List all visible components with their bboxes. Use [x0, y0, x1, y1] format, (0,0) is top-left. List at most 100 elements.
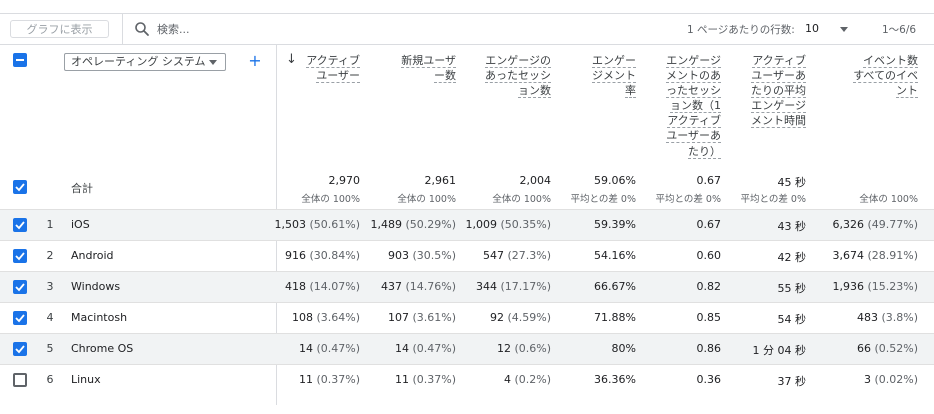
- row-dimension-value: Macintosh: [71, 311, 128, 324]
- show-in-graph-button[interactable]: グラフに表示: [10, 20, 109, 38]
- column-header-text: エンゲー: [592, 54, 636, 68]
- cell-percent: (49.77%): [863, 218, 918, 231]
- column-header-1[interactable]: アクティブ ユーザー: [290, 53, 360, 84]
- row-checkbox[interactable]: [13, 342, 27, 356]
- table-cell: 547 (27.3%): [441, 249, 551, 262]
- table-cell: 66 (0.52%): [808, 342, 918, 355]
- add-dimension-button[interactable]: +: [248, 51, 262, 70]
- table-cell: 92 (4.59%): [441, 311, 551, 324]
- cell-value: 1,489: [370, 218, 402, 231]
- row-number: 6: [46, 373, 54, 386]
- cell-percent: (0.47%): [408, 342, 456, 355]
- table-cell: 36.36%: [526, 373, 636, 386]
- table-row[interactable]: 6 Linux 11 (0.37%) 11 (0.37%) 4 (0.2%) 36.36%…: [0, 364, 934, 395]
- table-cell: 12 (0.6%): [441, 342, 551, 355]
- cell-value: 6,326: [832, 218, 864, 231]
- table-cell: 0.82: [611, 280, 722, 293]
- table-row[interactable]: 4 Macintosh 108 (3.64%) 107 (3.61%) 92 (4.59…: [0, 302, 934, 333]
- rows-per-page-select[interactable]: 10: [805, 22, 819, 35]
- cell-value: 0.85: [696, 311, 722, 324]
- cell-value: 483: [856, 311, 878, 324]
- check-icon: [15, 252, 25, 261]
- search-input[interactable]: [157, 20, 317, 38]
- row-checkbox[interactable]: [13, 280, 27, 294]
- column-header-7[interactable]: イベント数 すべてのイベント: [843, 53, 918, 99]
- table-cell: 1,503 (50.61%): [250, 218, 360, 231]
- check-icon: [15, 345, 25, 354]
- row-number: 2: [46, 249, 54, 262]
- cell-value: 1 分 04 秒: [752, 344, 807, 357]
- table-cell: 11 (0.37%): [250, 373, 360, 386]
- table-cell: 0.85: [611, 311, 722, 324]
- column-header-text: ジメント: [592, 69, 636, 84]
- table-cell: 6,326 (49.77%): [808, 218, 918, 231]
- table-toolbar: グラフに表示 1 ページあたりの行数: 10 1〜6/6: [0, 13, 934, 45]
- cell-value: 0.82: [696, 280, 722, 293]
- row-number: 4: [46, 311, 54, 324]
- cell-percent: (50.35%): [496, 218, 551, 231]
- cell-value: 903: [387, 249, 409, 262]
- chevron-down-icon[interactable]: [840, 27, 848, 32]
- table-cell: 37 秒: [696, 373, 807, 389]
- cell-value: 80%: [611, 342, 636, 355]
- column-header-text: たり）: [688, 144, 721, 159]
- cell-value: 0.60: [696, 249, 722, 262]
- check-icon: [15, 221, 25, 230]
- total-subtext: 全体の 100%: [492, 194, 551, 205]
- total-value: 2,004: [519, 174, 552, 187]
- row-checkbox[interactable]: [13, 311, 27, 325]
- cell-value: 42 秒: [777, 251, 807, 264]
- column-header-text: すべてのイベント: [853, 69, 918, 99]
- cell-value: 54.16%: [594, 249, 636, 262]
- cell-value: 55 秒: [777, 282, 807, 295]
- dimension-select[interactable]: オペレーティング システム: [64, 53, 226, 71]
- row-checkbox[interactable]: [13, 373, 27, 387]
- column-header-4[interactable]: エンゲー ジメント率: [586, 53, 636, 99]
- column-header-5[interactable]: エンゲージ メントのあ ったセッシ ョン数（1 アクティブ ユーザーあ たり）: [661, 53, 721, 159]
- table-row[interactable]: 1 iOS 1,503 (50.61%) 1,489 (50.29%) 1,009 (5…: [0, 209, 934, 240]
- table-row[interactable]: 2 Android 916 (30.84%) 903 (30.5%) 547 (27.3…: [0, 240, 934, 271]
- cell-percent: (3.64%): [312, 311, 360, 324]
- totals-checkbox[interactable]: [13, 180, 27, 194]
- table-cell: 55 秒: [696, 280, 807, 296]
- row-checkbox[interactable]: [13, 249, 27, 263]
- cell-percent: (28.91%): [863, 249, 918, 262]
- total-value: 0.67: [696, 174, 722, 187]
- cell-percent: (3.8%): [877, 311, 918, 324]
- cell-value: 14: [298, 342, 313, 355]
- cell-value: 344: [475, 280, 497, 293]
- total-value: 45 秒: [777, 176, 807, 189]
- column-header-text: ョン数（1: [670, 99, 721, 114]
- table-cell: 0.36: [611, 373, 722, 386]
- select-all-checkbox[interactable]: [13, 53, 27, 67]
- cell-percent: (50.61%): [305, 218, 360, 231]
- cell-value: 0.86: [696, 342, 722, 355]
- cell-value: 66: [856, 342, 871, 355]
- column-header-6[interactable]: アクティブ ユーザーあ たりの平均 エンゲージ メント時間: [746, 53, 806, 129]
- total-subtext: 平均との差 0%: [740, 194, 807, 205]
- arrow-down-icon[interactable]: ↓: [286, 52, 297, 67]
- cell-value: 3: [863, 373, 871, 386]
- cell-value: 3,674: [832, 249, 864, 262]
- table-cell: 1,009 (50.35%): [441, 218, 551, 231]
- table-cell: 11 (0.37%): [346, 373, 456, 386]
- table-cell: 14 (0.47%): [346, 342, 456, 355]
- column-header-text: ユーザーあ: [751, 69, 806, 84]
- table-cell: 1,936 (15.23%): [808, 280, 918, 293]
- cell-value: 12: [496, 342, 511, 355]
- table-cell: 1,489 (50.29%): [346, 218, 456, 231]
- cell-percent: (14.07%): [305, 280, 360, 293]
- cell-value: 418: [284, 280, 306, 293]
- column-header-2[interactable]: 新規ユーザ ー数: [386, 53, 456, 84]
- column-header-text: ったセッシ: [666, 84, 721, 99]
- table-cell: 3,674 (28.91%): [808, 249, 918, 262]
- table-row[interactable]: 3 Windows 418 (14.07%) 437 (14.76%) 344 (17.…: [0, 271, 934, 302]
- column-header-3[interactable]: エンゲージの あったセッシ ョン数: [481, 53, 551, 99]
- pagination-status: 1〜6/6: [882, 24, 917, 36]
- cell-value: 1,009: [465, 218, 497, 231]
- cell-value: 4: [503, 373, 511, 386]
- table-row[interactable]: 5 Chrome OS 14 (0.47%) 14 (0.47%) 12 (0.6%) 8…: [0, 333, 934, 364]
- column-header-text: イベント数: [863, 54, 918, 68]
- table-cell: 4 (0.2%): [441, 373, 551, 386]
- row-checkbox[interactable]: [13, 218, 27, 232]
